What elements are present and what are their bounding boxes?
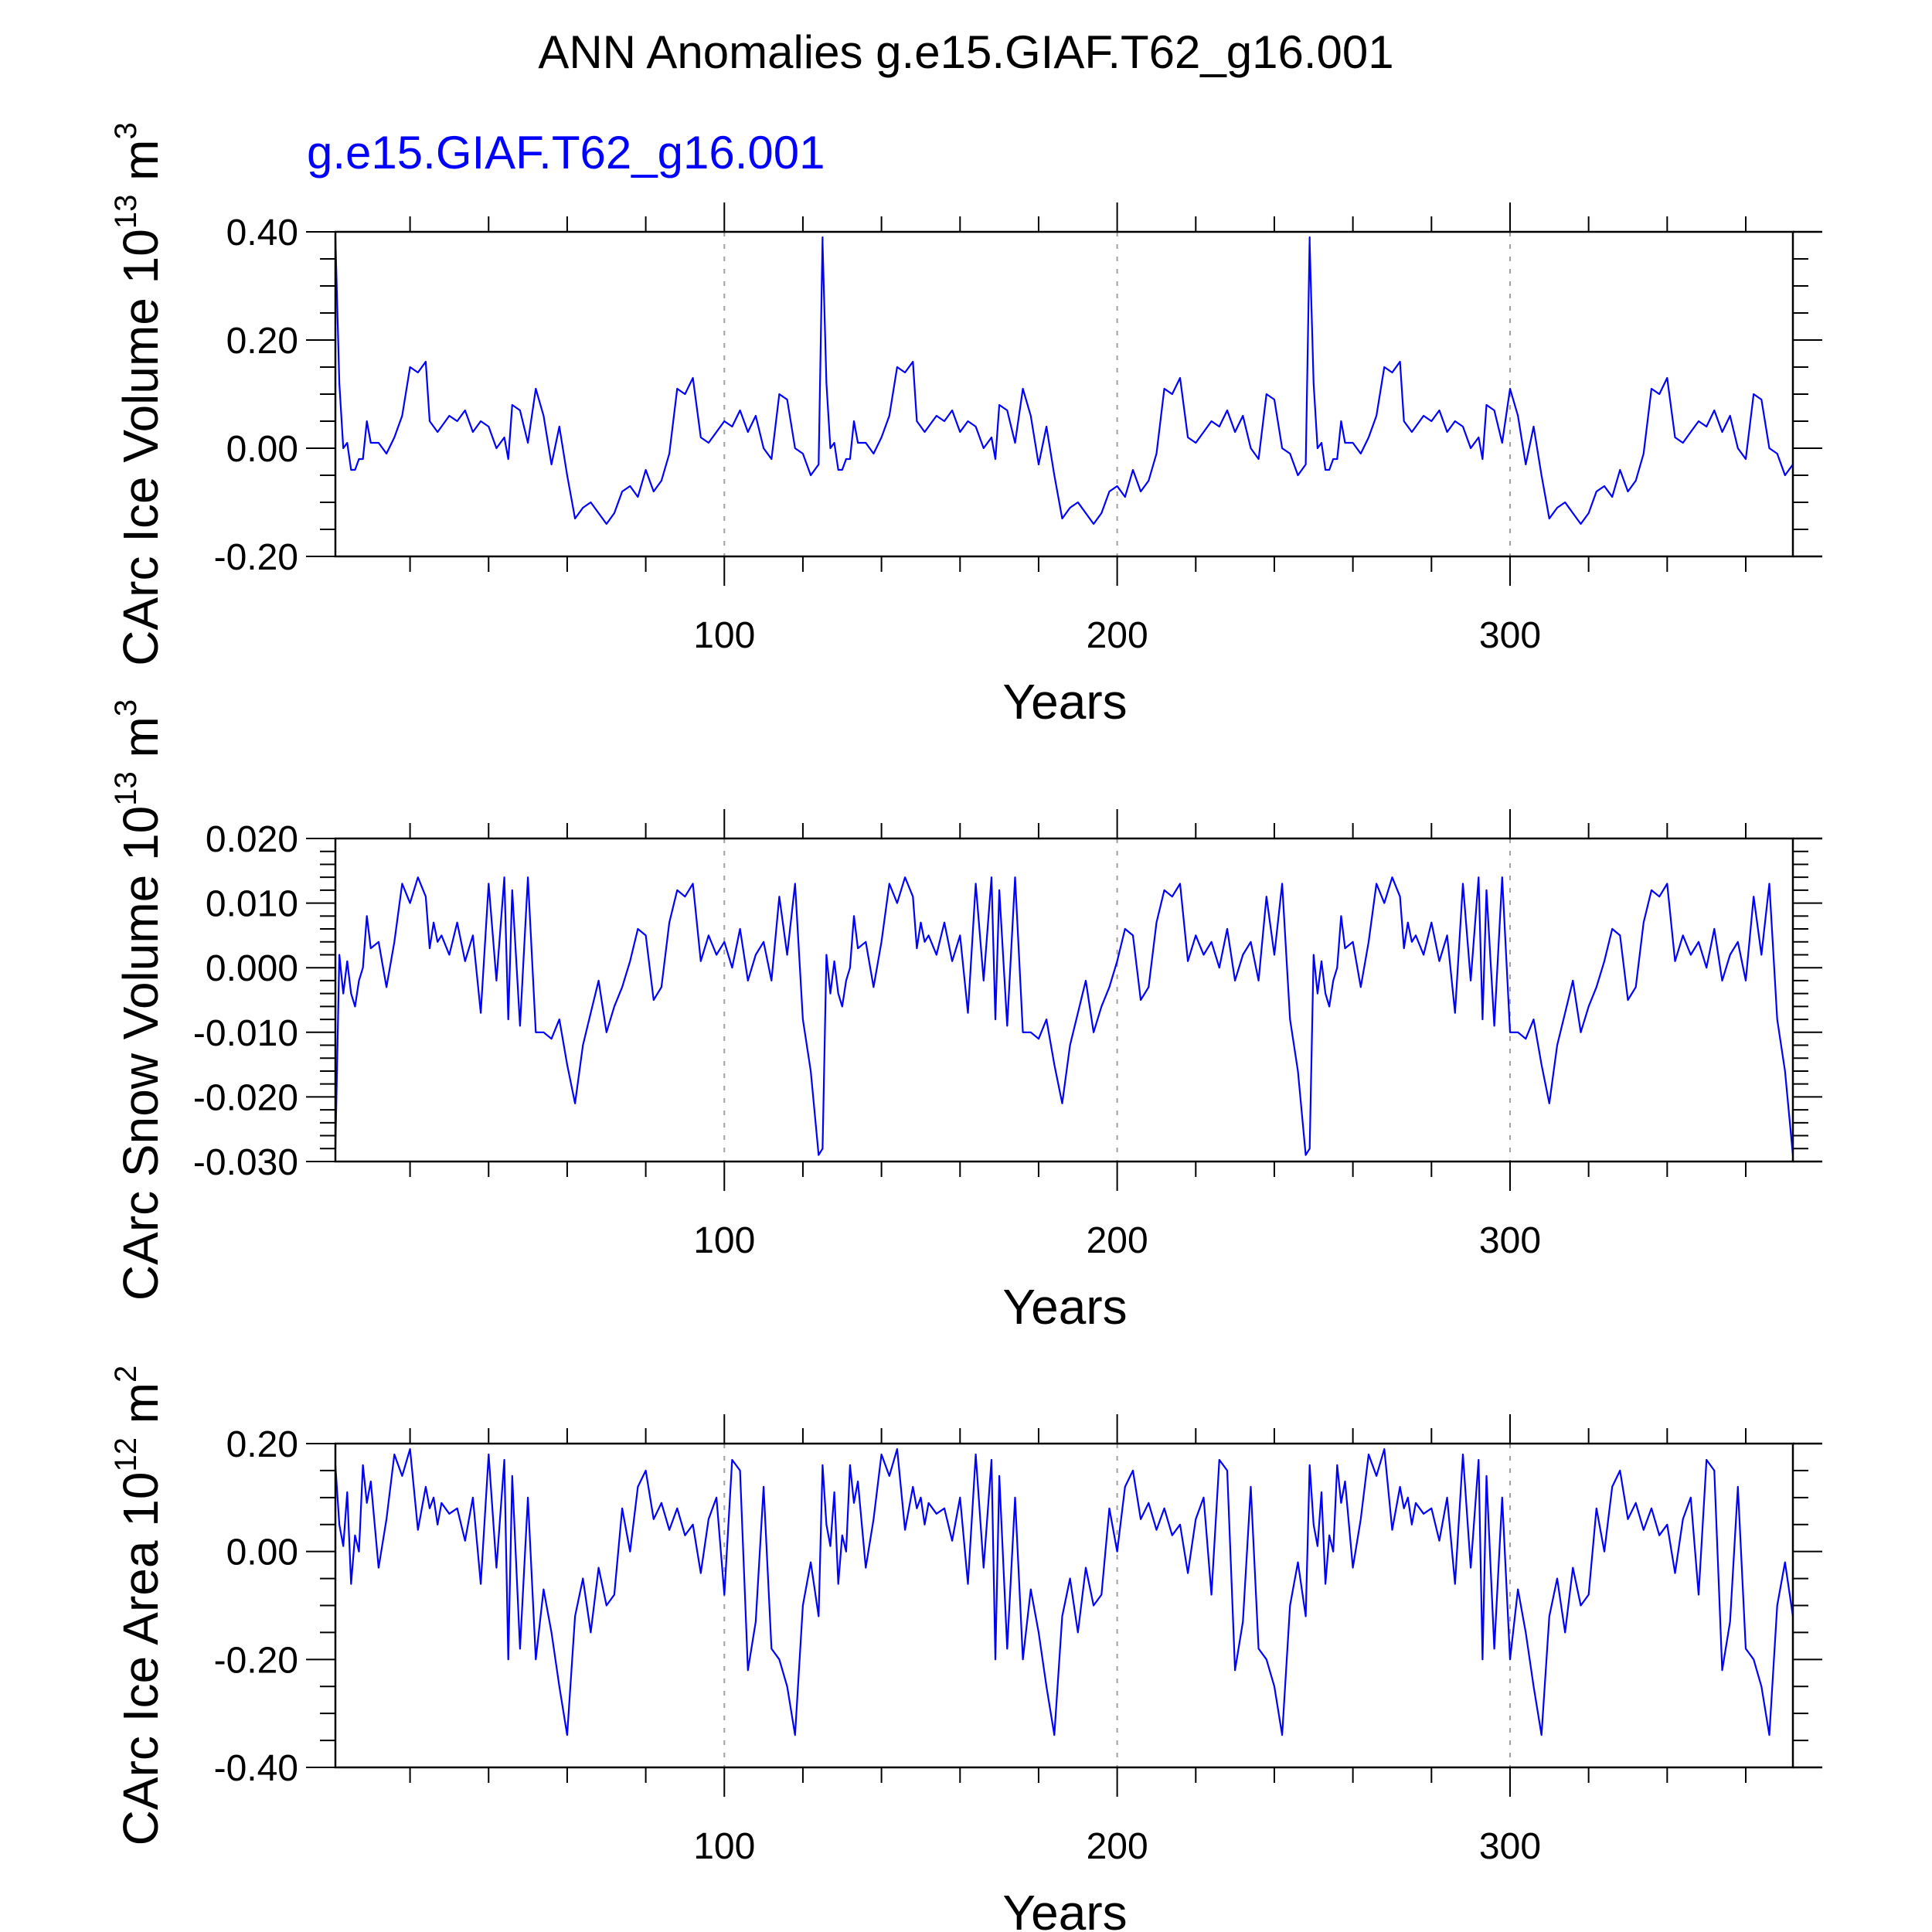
- y-axis-label-part: 3: [109, 122, 143, 139]
- x-axis-label: Years: [1002, 1885, 1127, 1932]
- y-tick-label: -0.030: [193, 1142, 298, 1183]
- y-axis-label-part: m: [113, 716, 168, 771]
- series-line-3: [334, 1447, 1794, 1736]
- x-tick-label: 300: [1479, 615, 1541, 656]
- y-axis-label-part: 2: [109, 1366, 143, 1383]
- y-axis-label-part: CArc Snow Volume 10: [113, 806, 168, 1301]
- y-tick-label: 0.40: [226, 213, 298, 253]
- x-tick-label: 100: [693, 615, 755, 656]
- x-tick-label: 300: [1479, 1220, 1541, 1261]
- panel-1: -0.20 0.00 0.20 0.40 100 200 300 Years CArc Ice …: [109, 122, 1822, 730]
- y-tick-label: -0.010: [193, 1013, 298, 1054]
- y-axis-label: CArc Ice Volume 1013 m3: [109, 122, 168, 665]
- y-axis-label-part: m: [113, 140, 168, 195]
- y-tick-label: -0.40: [214, 1748, 298, 1789]
- series-line-1: [334, 236, 1794, 526]
- y-tick-label: 0.010: [206, 884, 298, 925]
- y-tick-label: 0.00: [226, 1532, 298, 1573]
- figure-title: ANN Anomalies g.e15.GIAF.T62_g16.001: [538, 26, 1393, 78]
- y-axis-label-part: 3: [109, 699, 143, 716]
- panel-3: -0.40 -0.20 0.00 0.20 100 200 300 Years CArc Ice…: [109, 1366, 1822, 1932]
- y-axis-label-part: m: [113, 1383, 168, 1437]
- x-tick-label: 200: [1087, 615, 1148, 656]
- plot-frame: [334, 837, 1794, 1163]
- y-axis-label-part: 13: [109, 195, 143, 230]
- y-tick-label: 0.000: [206, 948, 298, 989]
- y-axis-label-part: 12: [109, 1437, 143, 1472]
- series-line-2: [334, 876, 1794, 1156]
- y-tick-label: 0.20: [226, 321, 298, 362]
- y-axis-label: CArc Snow Volume 1013 m3: [109, 699, 168, 1301]
- y-tick-label: -0.20: [214, 537, 298, 578]
- y-axis-label-part: CArc Ice Area 10: [113, 1472, 168, 1846]
- x-axis-label: Years: [1002, 674, 1127, 730]
- x-tick-label: 200: [1087, 1826, 1148, 1867]
- x-axis-label: Years: [1002, 1279, 1127, 1335]
- x-tick-label: 300: [1479, 1826, 1541, 1867]
- y-tick-label: 0.20: [226, 1424, 298, 1465]
- y-tick-label: -0.20: [214, 1640, 298, 1681]
- plot-frame: [334, 230, 1794, 558]
- x-tick-label: 200: [1087, 1220, 1148, 1261]
- y-axis-label-part: 13: [109, 771, 143, 806]
- panel-subtitle: g.e15.GIAF.T62_g16.001: [307, 127, 825, 179]
- y-tick-label: 0.020: [206, 819, 298, 860]
- y-tick-label: 0.00: [226, 429, 298, 470]
- x-tick-label: 100: [693, 1826, 755, 1867]
- y-tick-label: -0.020: [193, 1077, 298, 1118]
- y-axis-label: CArc Ice Area 1012 m2: [109, 1366, 168, 1846]
- x-tick-label: 100: [693, 1220, 755, 1261]
- y-axis-label-part: CArc Ice Volume 10: [113, 229, 168, 666]
- panel-2: -0.030 -0.020 -0.010 0.000 0.010 0.020 100 200 3…: [109, 699, 1822, 1335]
